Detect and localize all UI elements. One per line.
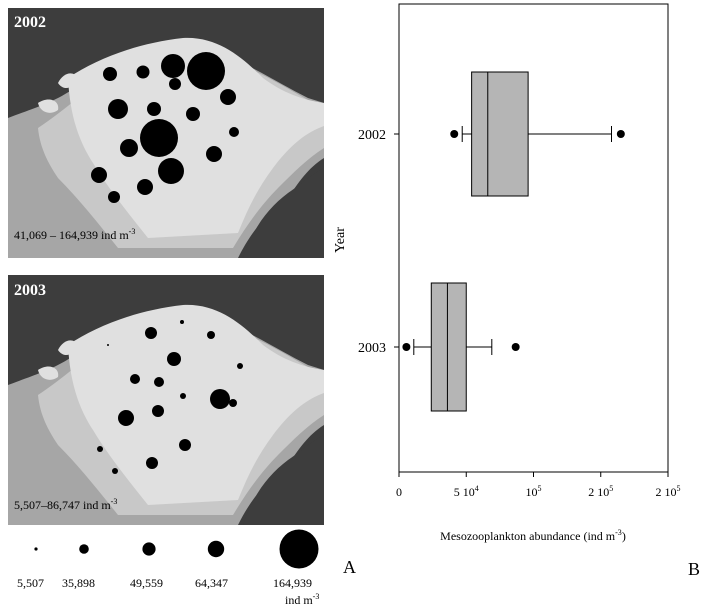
x-tick-label: 2 105: [588, 484, 613, 499]
legend-label-3: 49,559: [130, 576, 163, 590]
station-bubble: [107, 344, 109, 346]
station-bubble: [154, 377, 164, 387]
legend-label-2: 35,898: [62, 576, 95, 590]
legend-unit: ind m-3: [285, 592, 320, 607]
x-tick-label: 105: [526, 484, 542, 499]
map-2002-year: 2002: [14, 14, 46, 31]
outlier-point: [616, 130, 625, 138]
outlier-point: [511, 343, 520, 351]
x-tick-label: 5 104: [454, 484, 479, 499]
station-bubble: [186, 107, 200, 121]
station-bubble: [206, 146, 222, 162]
bubbles-2003: [97, 320, 243, 474]
box-iqr: [471, 71, 529, 197]
station-bubble: [187, 52, 225, 90]
outlier-point: [450, 130, 459, 138]
station-bubble: [179, 439, 191, 451]
legend-bubble-5: [279, 529, 319, 569]
map-2002-range: 41,069 – 164,939 ind m-3: [14, 227, 136, 242]
x-ticks: 0 5 104 105 2 105 2 105: [396, 472, 681, 499]
x-tick-label: 2 105: [656, 484, 681, 499]
legend-bubble-2: [79, 544, 89, 554]
station-bubble: [97, 446, 103, 452]
station-bubble: [120, 139, 138, 157]
y-tick-label: 2002: [358, 128, 386, 143]
station-bubble: [229, 399, 237, 407]
station-bubble: [136, 65, 150, 79]
station-bubble: [147, 102, 161, 116]
legend-label-4: 64,347: [195, 576, 228, 590]
station-bubble: [112, 468, 118, 474]
box-2003: [402, 282, 520, 412]
bubbles-2002: [91, 52, 239, 203]
station-bubble: [130, 374, 140, 384]
legend-bubble-3: [142, 542, 156, 556]
station-bubble: [108, 99, 128, 119]
y-tick-label: 2003: [358, 341, 386, 356]
box-iqr: [430, 282, 467, 412]
panel-a: [8, 8, 324, 569]
station-bubble: [169, 78, 181, 90]
station-bubble: [237, 363, 243, 369]
map-2003: [8, 275, 324, 525]
y-axis-label: Year: [333, 227, 348, 253]
station-bubble: [180, 320, 184, 324]
panel-a-label: A: [343, 557, 356, 577]
station-bubble: [152, 405, 164, 417]
outlier-point: [402, 343, 411, 351]
panel-b-label: B: [688, 559, 700, 579]
legend-bubble-1: [34, 547, 38, 551]
station-bubble: [167, 352, 181, 366]
station-bubble: [145, 327, 157, 339]
box-2002: [450, 71, 625, 197]
legend-label-5: 164,939: [273, 576, 312, 590]
legend-bubble-4: [207, 540, 225, 558]
station-bubble: [146, 457, 158, 469]
station-bubble: [103, 67, 117, 81]
station-bubble: [180, 393, 186, 399]
map-2003-year: 2003: [14, 282, 46, 299]
station-bubble: [220, 89, 236, 105]
station-bubble: [137, 179, 153, 195]
x-tick-label: 0: [396, 485, 402, 499]
panel-b-boxplot: 0 5 104 105 2 105 2 105 2002 2003 Year Mesozo…: [333, 3, 700, 579]
station-bubble: [158, 158, 184, 184]
station-bubble: [210, 389, 230, 409]
station-bubble: [91, 167, 107, 183]
station-bubble: [108, 191, 120, 203]
x-axis-label: Mesozooplankton abundance (ind m-3): [440, 528, 626, 543]
map-2003-range: 5,507–86,747 ind m-3: [14, 497, 118, 512]
map-2002: [8, 8, 324, 258]
station-bubble: [229, 127, 239, 137]
station-bubble: [207, 331, 215, 339]
legend-label-1: 5,507: [17, 576, 44, 590]
station-bubble: [118, 410, 134, 426]
y-category-labels: 2002 2003: [358, 128, 399, 356]
station-bubble: [161, 54, 185, 78]
boxes: [402, 71, 625, 412]
station-bubble: [140, 119, 178, 157]
legend-bubbles: [34, 529, 319, 569]
